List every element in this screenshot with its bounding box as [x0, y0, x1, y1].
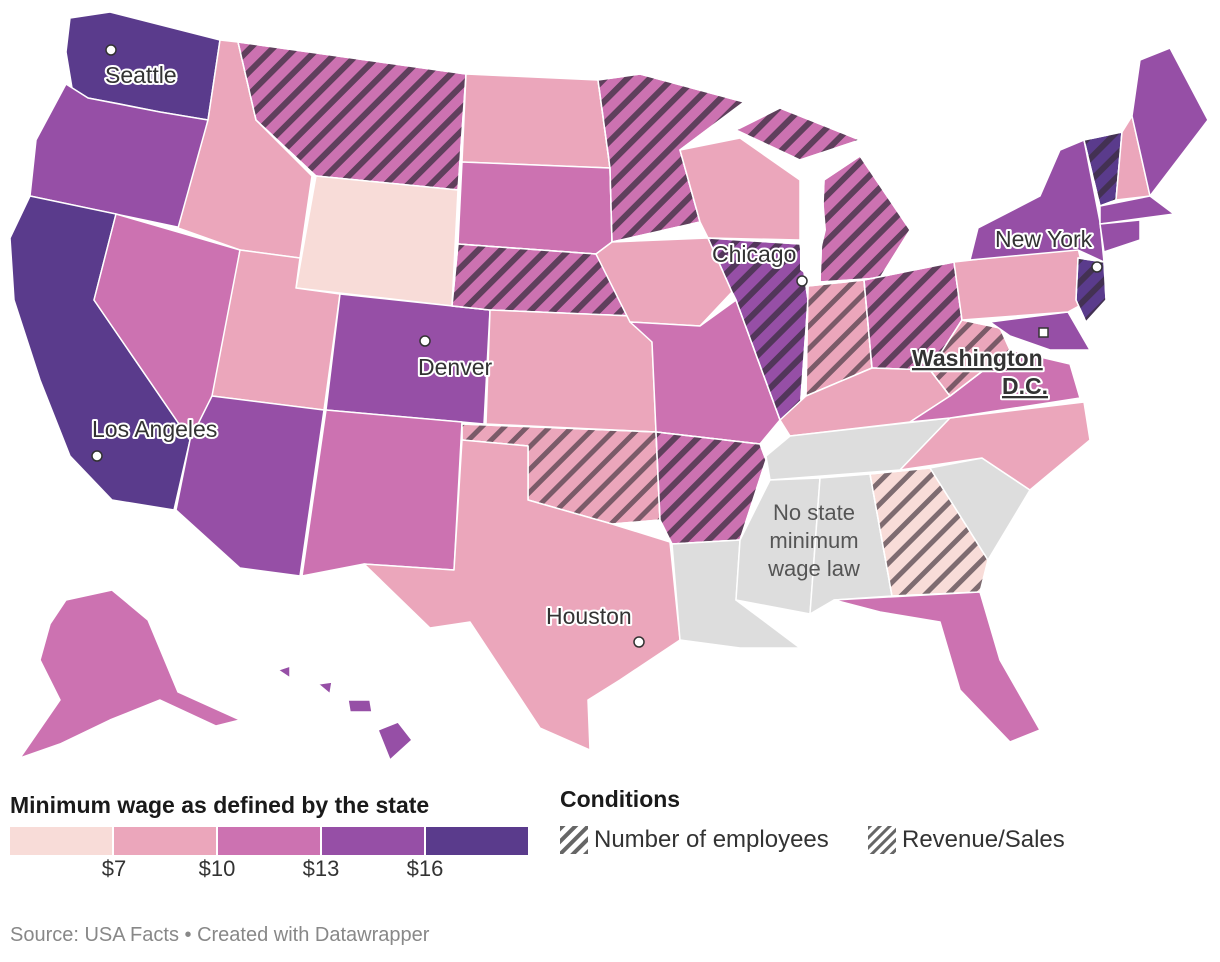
state-arizona	[175, 395, 325, 577]
condition-revenue-label: Revenue/Sales	[902, 826, 1065, 853]
state-michigan-up-hatch	[735, 107, 861, 161]
state-westvirginia-hatch	[929, 319, 1011, 397]
state-hawaii-big	[377, 721, 413, 761]
state-florida	[833, 591, 1041, 743]
chicago-dot	[796, 275, 808, 287]
state-georgia-hatch	[869, 467, 989, 597]
city-label-denver: Denver	[418, 354, 492, 380]
state-michigan-hatch	[819, 155, 911, 283]
wage-swatch-2	[114, 827, 216, 855]
state-texas	[363, 439, 681, 751]
conditions-legend-title: Conditions	[560, 786, 681, 812]
us-map: Seattle Los Angeles Denver Houston Chica…	[9, 11, 1209, 761]
state-hawaii-kauai	[277, 665, 291, 679]
state-newmexico	[301, 409, 463, 577]
new-york-dot	[1091, 261, 1103, 273]
state-missouri	[629, 299, 781, 445]
state-wyoming	[295, 175, 459, 307]
wage-tick-7: $7	[101, 856, 127, 881]
wage-tick-13: $13	[302, 856, 340, 881]
state-wisconsin	[679, 137, 801, 241]
seattle-dot	[105, 44, 117, 56]
wage-swatch-3	[218, 827, 320, 855]
wage-swatch-5	[426, 827, 528, 855]
wage-tick-10: $10	[198, 856, 236, 881]
state-hawaii-maui	[347, 699, 373, 713]
los-angeles-dot	[91, 450, 103, 462]
state-alaska	[19, 589, 241, 759]
washington-dc-marker	[1038, 327, 1049, 338]
city-label-chicago: Chicago	[712, 241, 796, 267]
source-note: Source: USA Facts • Created with Datawra…	[10, 924, 430, 946]
no-law-label-line1: No state	[773, 500, 855, 525]
denver-dot	[419, 335, 431, 347]
condition-employees: Number of employees	[560, 824, 829, 856]
capital-label-line2: D.C.	[1002, 373, 1048, 399]
state-maine	[1131, 47, 1209, 197]
city-label-seattle: Seattle	[105, 62, 177, 88]
state-southdakota	[457, 161, 613, 255]
state-northdakota	[461, 73, 611, 169]
state-kansas	[485, 309, 657, 433]
condition-employees-label: Number of employees	[594, 826, 829, 853]
revenue-hatch-swatch	[868, 826, 896, 854]
city-label-houston: Houston	[546, 603, 632, 629]
city-label-los-angeles: Los Angeles	[92, 416, 217, 442]
city-label-new-york: New York	[995, 226, 1093, 252]
city-dots	[91, 44, 1103, 648]
wage-color-scale	[10, 827, 528, 855]
no-law-label-line3: wage law	[767, 556, 860, 581]
wage-swatch-1	[10, 827, 112, 855]
state-mississippi	[735, 477, 821, 615]
state-colorado	[325, 293, 491, 425]
no-law-label-line2: minimum	[769, 528, 858, 553]
wage-legend-title: Minimum wage as defined by the state	[10, 792, 430, 818]
lake-michigan	[800, 160, 826, 280]
state-newjersey-hatch	[1075, 257, 1107, 323]
capital-label-line1: Washington	[912, 345, 1043, 371]
employees-hatch-swatch	[560, 826, 588, 854]
state-connecticut	[1099, 219, 1141, 253]
houston-dot	[633, 636, 645, 648]
wage-swatch-4	[322, 827, 424, 855]
state-massachusetts	[1099, 195, 1175, 225]
wage-tick-16: $16	[406, 856, 444, 881]
condition-revenue: Revenue/Sales	[868, 824, 1065, 856]
state-hawaii-oahu	[317, 681, 333, 695]
